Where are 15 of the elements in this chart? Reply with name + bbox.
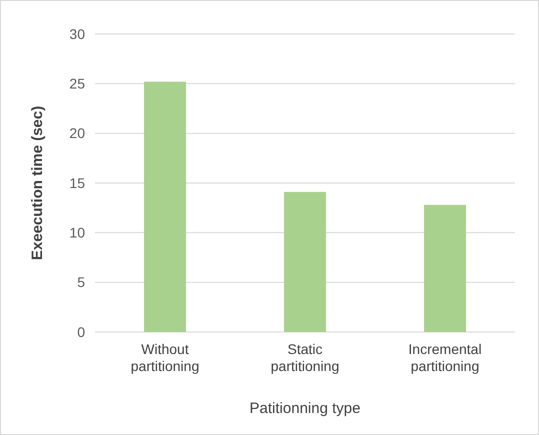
bar	[424, 204, 466, 332]
bar	[144, 82, 186, 332]
y-tick-label: 10	[69, 224, 86, 241]
y-tick-label: 20	[69, 125, 86, 142]
y-tick-label: 15	[69, 174, 86, 191]
x-tick-label: Static partitioning	[270, 341, 340, 374]
y-tick-label: 0	[77, 324, 86, 340]
y-tick-label: 25	[69, 76, 86, 92]
y-axis-title: Exeecution time (sec)	[29, 106, 46, 260]
x-axis-title: Patitionning type	[250, 400, 360, 417]
y-tick-label: 30	[69, 26, 86, 42]
x-tick-label: Without partitioning	[130, 341, 200, 374]
y-tick-label: 5	[77, 274, 86, 290]
x-tick-label: Incremental partitioning	[408, 341, 482, 374]
bar	[284, 192, 326, 332]
